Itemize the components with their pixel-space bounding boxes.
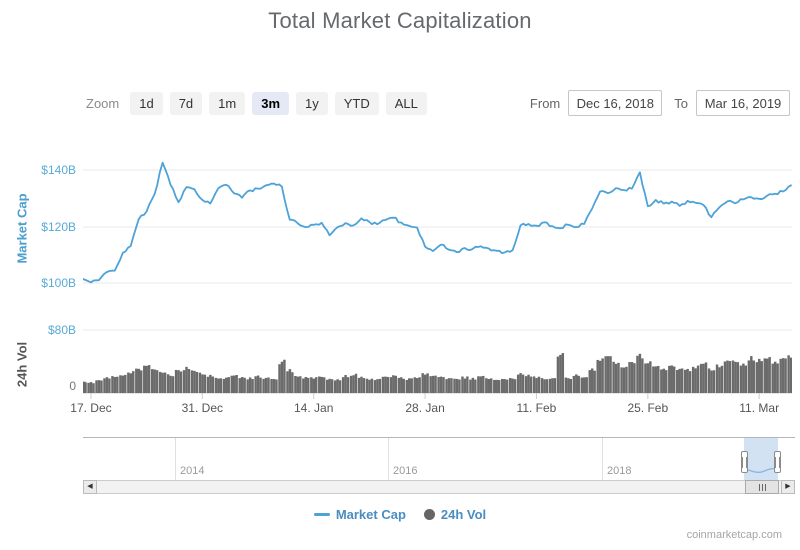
navigator-mini-series [744,467,778,474]
legend-label-market-cap: Market Cap [335,507,406,522]
to-date-input[interactable] [696,90,790,116]
x-axis-label: 11. Mar [739,401,780,415]
date-range-group: From To [530,90,790,116]
navigator-year-2014: 2014 [180,465,205,477]
y-tick-80b: $80B [47,323,76,337]
market-cap-axis-title: Market Cap [14,193,30,264]
navigator-left-handle[interactable] [741,451,748,473]
from-label: From [529,95,561,111]
legend-item-market-cap[interactable]: Market Cap [313,507,406,522]
legend-item-24h-vol[interactable]: 24h Vol [423,507,487,522]
zoom-ytd-button[interactable]: YTD [334,91,379,115]
circle-marker-icon [423,509,435,520]
y-tick-0: 0 [69,379,76,393]
legend-label-24h-vol: 24h Vol [440,507,487,522]
watermark: coinmarketcap.com [686,529,782,541]
y-tick-120b: $120B [41,220,76,234]
navigator-year-2018: 2018 [607,465,632,477]
x-axis-label: 28. Jan [405,401,445,415]
line-marker-icon [313,513,330,516]
zoom-button-group: Zoom 1d 7d 1m 3m 1y YTD ALL [86,91,427,115]
navigator-year-2016: 2016 [393,465,418,477]
navigator-selected-range[interactable] [744,438,778,480]
navigator-gridline [602,438,603,480]
to-label: To [674,95,688,111]
zoom-7d-button[interactable]: 7d [169,91,203,115]
legend: Market Cap 24h Vol [0,507,800,522]
x-axis-label: 25. Feb [627,401,669,415]
x-axis-label: 17. Dec [70,401,112,415]
zoom-label: Zoom [86,95,120,111]
zoom-1y-button[interactable]: 1y [296,91,328,115]
x-axis-label: 14. Jan [294,401,334,415]
y-tick-100b: $100B [41,276,76,290]
scrollbar-right-arrow-icon[interactable]: ▶ [781,480,795,494]
y-tick-140b: $140B [41,163,76,177]
x-axis-label: 31. Dec [181,401,223,415]
navigator-gridline [388,438,389,480]
from-date-input[interactable] [568,90,663,116]
navigator-gridline [175,438,176,480]
zoom-all-button[interactable]: ALL [385,91,427,115]
scrollbar-left-arrow-icon[interactable]: ◀ [83,480,97,494]
navigator-right-handle[interactable] [774,451,781,473]
navigator[interactable]: 2014 2016 2018 [83,437,795,480]
range-controls: Zoom 1d 7d 1m 3m 1y YTD ALL From To [86,90,790,116]
scrollbar-track[interactable]: ◀ ▶ [83,480,795,494]
x-axis-label: 11. Feb [516,401,557,415]
chart-title: Total Market Capitalization [268,8,532,33]
scrollbar-thumb[interactable] [745,480,779,494]
zoom-1m-button[interactable]: 1m [209,91,246,115]
x-axis-labels: 17. Dec 31. Dec 14. Jan 28. Jan 11. Feb 25. F… [70,401,792,417]
24h-vol-axis-title: 24h Vol [14,341,30,388]
zoom-1d-button[interactable]: 1d [130,91,163,115]
zoom-3m-button[interactable]: 3m [252,91,290,115]
plot-area[interactable] [83,130,792,402]
